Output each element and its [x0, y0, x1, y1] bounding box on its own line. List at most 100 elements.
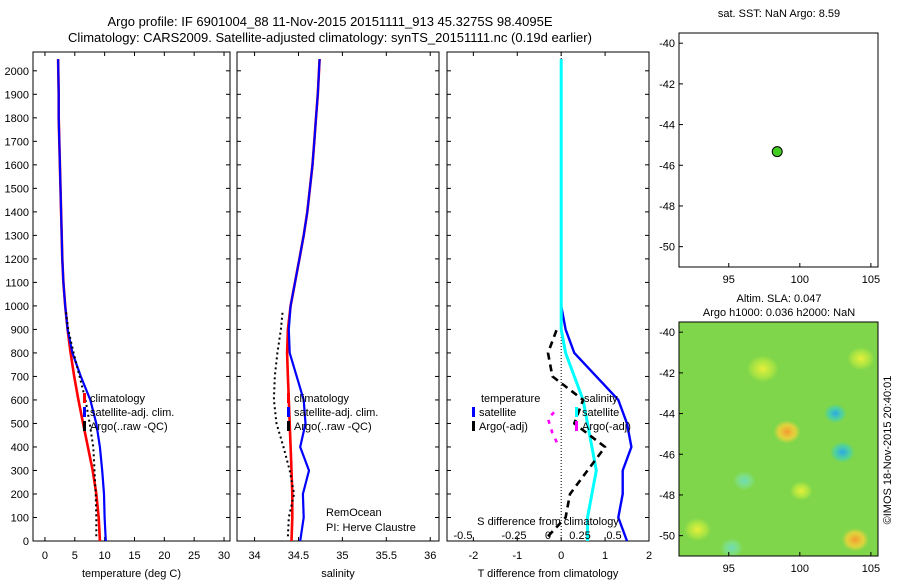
y-tick-label: 800: [11, 348, 29, 360]
y-tick-label: 1500: [5, 183, 29, 195]
top-tick-label: -0.5: [454, 530, 473, 542]
x-tick-label: 1: [602, 550, 608, 562]
map-y-tick-label: -48: [659, 201, 675, 213]
x-axis-label: temperature (deg C): [82, 568, 181, 580]
map-y-tick-label: -46: [659, 160, 675, 172]
map-x-tick-label: 105: [862, 563, 880, 575]
legend-climatology-label: climatology: [90, 393, 146, 405]
x-tick-label: 35: [336, 550, 348, 562]
plot-frame: [236, 51, 440, 542]
temperature-argo-line: [546, 328, 607, 538]
y-tick-label: 1000: [5, 301, 29, 313]
annotation-line1: RemOcean: [326, 507, 382, 519]
x-tick-label: 34.5: [288, 550, 309, 562]
legend-argo-swatch: [83, 421, 86, 431]
map-y-tick-label: -50: [659, 531, 675, 543]
x-tick-label: 20: [158, 550, 170, 562]
sla-map-title-line1: Altim. SLA: 0.047: [737, 293, 822, 305]
heatmap-blob-cyan-light: [720, 538, 743, 556]
y-tick-label: 1700: [5, 136, 29, 148]
x-axis-label: T difference from climatology: [478, 568, 619, 580]
imos-credit: ©IMOS 18-Nov-2015 20:40:01: [882, 376, 894, 525]
y-tick-label: 900: [11, 324, 29, 336]
heatmap-field: [679, 322, 878, 556]
map-x-tick-label: 105: [862, 274, 880, 286]
map-y-tick-label: -42: [659, 79, 675, 91]
argo-location-marker: [771, 146, 783, 158]
map-y-tick-label: -50: [659, 242, 675, 254]
x-tick-label: 34: [248, 550, 260, 562]
legend-satellite-swatch: [287, 407, 290, 417]
top-tick-label: 0: [545, 530, 551, 542]
y-tick-label: 1800: [5, 113, 29, 125]
sst-map-title: sat. SST: NaN Argo: 8.59: [718, 8, 840, 20]
y-tick-label: 0: [23, 536, 29, 548]
x-axis-label: salinity: [321, 568, 355, 580]
x-tick-label: 36: [424, 550, 436, 562]
x-tick-label: 0: [558, 550, 564, 562]
legend-temp-satellite-swatch: [472, 407, 475, 417]
y-tick-label: 700: [11, 371, 29, 383]
map-y-tick-label: -44: [659, 120, 675, 132]
top-axis-label: S difference from climatology: [477, 516, 619, 528]
difference-profile-panel: -2 -1 0 1 2 T difference from climatology S di…: [446, 51, 652, 580]
heatmap-blob-yellow: [683, 517, 712, 542]
heatmap-blob-cyan: [823, 403, 847, 424]
map-x-tick-label: 95: [723, 274, 735, 286]
legend-sal-satellite-label: satellite: [582, 407, 619, 419]
x-tick-label: 35.5: [376, 550, 397, 562]
heatmap-blob-cyan-light: [733, 471, 756, 491]
y-tick-label: 1200: [5, 254, 29, 266]
map-y-tick-label: -44: [659, 409, 675, 421]
plot-frame: [446, 51, 650, 542]
sla-map-title-line2: Argo h1000: 0.036 h2000: NaN: [703, 307, 855, 319]
annotation-line2: PI: Herve Claustre: [326, 522, 416, 534]
x-tick-label: 2: [646, 550, 652, 562]
y-tick-label: 500: [11, 418, 29, 430]
figure-title-line1: Argo profile: IF 6901004_88 11-Nov-2015 …: [108, 14, 553, 29]
y-tick-label: 2000: [5, 66, 29, 78]
heatmap-blob-orange: [773, 420, 801, 444]
legend-argo-swatch: [287, 421, 290, 431]
map-y-tick-label: -42: [659, 368, 675, 380]
top-tick-label: 0.5: [606, 530, 621, 542]
top-tick-label: -0.25: [501, 530, 526, 542]
y-tick-label: 200: [11, 489, 29, 501]
heatmap-blob-yellow: [789, 481, 813, 501]
legend-satellite-label: satellite-adj. clim.: [294, 407, 378, 419]
temperature-profile-panel: 0100200300400500600700800900100011001200…: [5, 51, 231, 580]
salinity-profile-panel: 34 34.5 35 35.5 36 salinity climatology satelli…: [236, 51, 440, 580]
heatmap-blob-yellow: [847, 347, 875, 371]
top-tick-label: 0.25: [569, 530, 590, 542]
map-y-tick-label: -40: [659, 327, 675, 339]
y-tick-label: 1900: [5, 89, 29, 101]
y-tick-label: 1400: [5, 207, 29, 219]
map-y-tick-label: -46: [659, 449, 675, 461]
heatmap-frame: [678, 321, 879, 557]
map-x-tick-label: 100: [791, 563, 809, 575]
legend-climatology-swatch: [83, 393, 86, 403]
satellite-line: [57, 59, 107, 542]
legend-temp-satellite-label: satellite: [479, 407, 516, 419]
y-tick-label: 300: [11, 465, 29, 477]
y-tick-label: 600: [11, 395, 29, 407]
y-tick-label: 100: [11, 512, 29, 524]
figure-title-line2: Climatology: CARS2009. Satellite-adjuste…: [68, 30, 592, 45]
x-tick-label: 0: [42, 550, 48, 562]
x-tick-label: 5: [72, 550, 78, 562]
legend-temp-argo-label: Argo(-adj): [479, 421, 528, 433]
x-tick-label: -2: [468, 550, 478, 562]
x-tick-label: 15: [128, 550, 140, 562]
legend-satellite-swatch: [83, 407, 86, 417]
legend-climatology-label: climatology: [294, 393, 350, 405]
legend-title-temperature: temperature: [481, 393, 540, 405]
heatmap-blob-cyan: [829, 441, 855, 463]
y-tick-label: 1100: [5, 277, 29, 289]
x-tick-label: 30: [218, 550, 230, 562]
legend-satellite-label: satellite-adj. clim.: [90, 407, 174, 419]
map-x-tick-label: 95: [723, 563, 735, 575]
legend-sal-argo-label: Argo(-adj): [582, 421, 631, 433]
legend-argo-label: Argo(..raw -QC): [294, 421, 372, 433]
legend-title-salinity: salinity: [584, 393, 618, 405]
